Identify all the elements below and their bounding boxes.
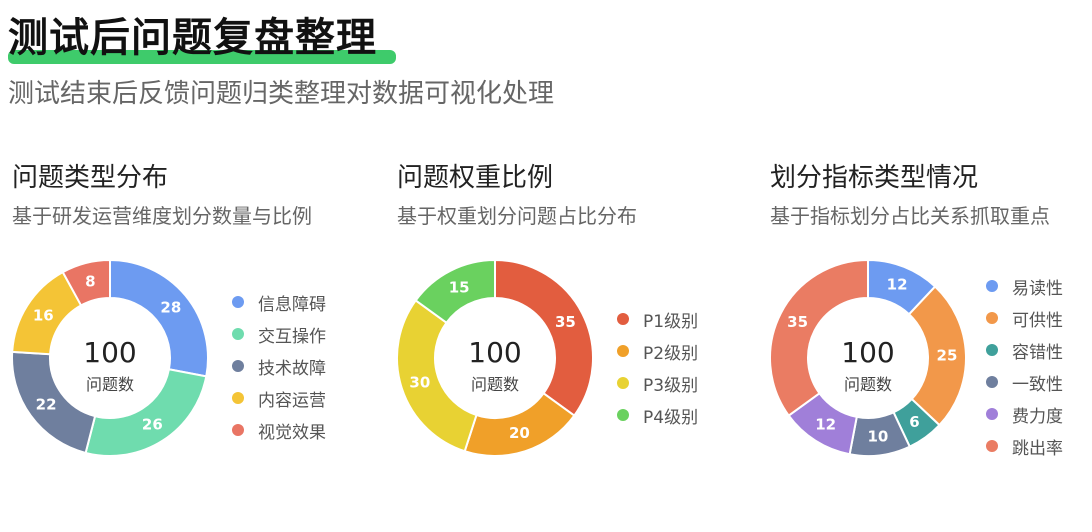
donut-slice-4 [414,260,496,325]
slice-value-label: 10 [867,427,888,445]
legend-item: 跳出率 [986,430,1063,462]
chart-legend: 信息障碍交互操作技术故障内容运营视觉效果 [232,286,326,446]
legend-label: 一致性 [1012,374,1063,395]
donut-svg: 35 20 30 15 100 问题数 [397,260,593,456]
chart-title: 问题权重比例 [397,163,554,193]
chart-legend: 易读性可供性容错性一致性费力度跳出率 [986,270,1063,462]
chart-subtitle: 基于指标划分占比关系抓取重点 [770,204,1050,228]
donut-chart: 28 26 22 16 8 100 问题数 [12,260,208,456]
slice-value-label: 35 [787,313,808,331]
legend-swatch [986,408,998,420]
donut-chart: 35 20 30 15 100 问题数 [397,260,593,456]
legend-item: 可供性 [986,302,1063,334]
legend-swatch [617,345,629,357]
legend-label: P4级别 [643,407,699,428]
slice-value-label: 35 [555,313,576,331]
legend-swatch [232,360,244,372]
legend-label: 信息障碍 [258,294,326,315]
legend-label: P2级别 [643,343,699,364]
donut-slice-3 [397,298,478,453]
legend-swatch [986,440,998,452]
donut-svg: 12 25 6 10 12 35 100 问题数 [770,260,966,456]
donut-chart: 12 25 6 10 12 35 100 问题数 [770,260,966,456]
slice-value-label: 28 [160,299,181,317]
slice-value-label: 30 [409,373,430,391]
chart-legend: P1级别 P2级别 P3级别 P4级别 [617,303,698,431]
legend-item: P1级别 [617,303,698,335]
slice-value-label: 22 [36,395,57,413]
legend-item: 视觉效果 [232,414,326,446]
legend-label: 可供性 [1012,310,1063,331]
legend-item: 易读性 [986,270,1063,302]
slice-value-label: 6 [909,413,919,431]
legend-swatch [986,280,998,292]
legend-swatch [986,312,998,324]
slice-value-label: 25 [937,347,958,365]
legend-swatch [232,424,244,436]
legend-label: 内容运营 [258,390,326,411]
center-total-value: 100 [83,336,136,369]
slice-value-label: 20 [509,424,530,442]
center-total-label: 问题数 [844,375,892,394]
legend-label: 技术故障 [258,358,326,379]
slice-value-label: 26 [142,416,163,434]
slice-value-label: 15 [449,279,470,297]
legend-item: P4级别 [617,399,698,431]
donut-svg: 28 26 22 16 8 100 问题数 [12,260,208,456]
legend-label: P1级别 [643,311,699,332]
legend-item: 费力度 [986,398,1063,430]
chart-panel-type: 问题类型分布 基于研发运营维度划分数量与比例 28 26 22 16 8 100 问题数 信… [12,150,372,520]
legend-swatch [232,392,244,404]
legend-item: P2级别 [617,335,698,367]
slice-value-label: 12 [887,276,908,294]
donut-slice-1 [494,260,593,418]
legend-label: 费力度 [1012,406,1063,427]
center-total-value: 100 [841,336,894,369]
chart-subtitle: 基于权重划分问题占比分布 [397,204,637,228]
legend-label: P3级别 [643,375,699,396]
donut-slice-5 [61,260,111,307]
legend-item: P3级别 [617,367,698,399]
chart-subtitle: 基于研发运营维度划分数量与比例 [12,204,312,228]
legend-label: 交互操作 [258,326,326,347]
chart-title: 划分指标类型情况 [770,163,979,193]
legend-swatch [986,344,998,356]
center-total-value: 100 [468,336,521,369]
legend-swatch [232,296,244,308]
legend-item: 信息障碍 [232,286,326,318]
legend-item: 交互操作 [232,318,326,350]
legend-label: 视觉效果 [258,422,326,443]
legend-label: 易读性 [1012,278,1063,299]
legend-swatch [617,377,629,389]
legend-item: 内容运营 [232,382,326,414]
legend-item: 技术故障 [232,350,326,382]
legend-swatch [617,409,629,421]
legend-label: 容错性 [1012,342,1063,363]
center-total-label: 问题数 [86,375,134,394]
legend-swatch [232,328,244,340]
chart-panel-weight: 问题权重比例 基于权重划分问题占比分布 35 20 30 15 100 问题数 P1级别 P… [397,150,757,520]
legend-label: 跳出率 [1012,438,1063,459]
chart-title: 问题类型分布 [12,163,169,193]
page-title: 测试后问题复盘整理 [8,15,377,61]
legend-item: 容错性 [986,334,1063,366]
slice-value-label: 16 [33,307,54,325]
chart-panel-metric: 划分指标类型情况 基于指标划分占比关系抓取重点 12 25 6 10 12 35 100 问题… [770,150,1092,520]
slice-value-label: 8 [85,272,95,290]
legend-item: 一致性 [986,366,1063,398]
slice-value-label: 12 [815,416,836,434]
page-subtitle: 测试结束后反馈问题归类整理对数据可视化处理 [8,79,555,109]
center-total-label: 问题数 [471,375,519,394]
legend-swatch [986,376,998,388]
legend-swatch [617,313,629,325]
donut-slice-6 [770,260,869,418]
